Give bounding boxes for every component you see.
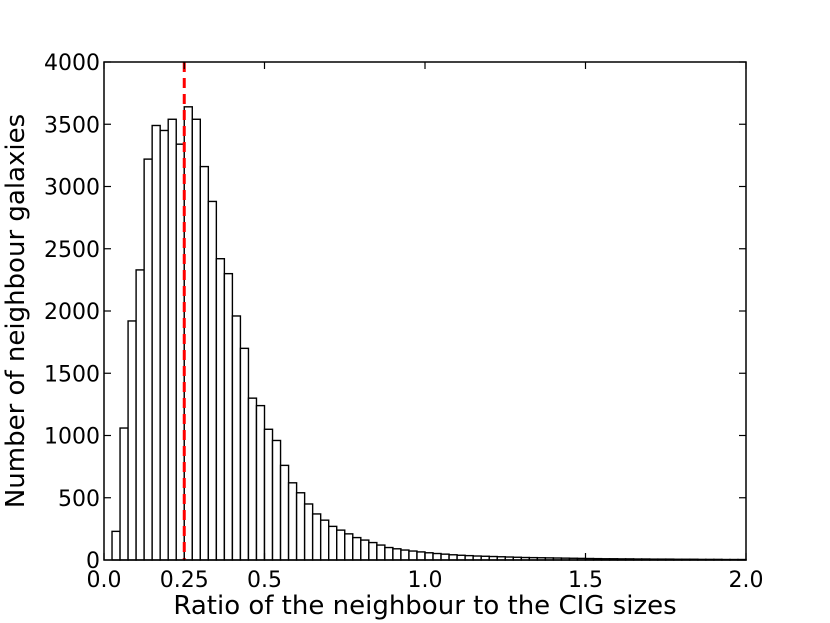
histogram-bar — [215, 258, 226, 561]
bars-group — [111, 106, 747, 561]
y-tick-label: 2000 — [44, 300, 100, 325]
histogram-bar — [231, 315, 242, 561]
histogram-bar — [135, 269, 145, 561]
y-tick-label: 4000 — [44, 51, 100, 76]
histogram-bar — [424, 552, 434, 561]
x-axis-label: Ratio of the neighbour to the CIG sizes — [173, 591, 676, 621]
histogram-bar — [352, 536, 362, 561]
histogram-bar — [376, 544, 386, 561]
histogram-bar — [392, 548, 402, 561]
y-tick-label: 1000 — [44, 425, 100, 450]
histogram-bar — [328, 525, 338, 561]
y-tick-label: 3500 — [44, 113, 100, 138]
histogram-bar — [167, 118, 177, 561]
histogram-bar — [151, 124, 161, 561]
histogram-bar — [384, 546, 394, 561]
histogram-bar — [432, 552, 442, 561]
histogram-bar — [448, 554, 458, 561]
histogram-bar — [440, 553, 450, 561]
histogram-bar — [111, 530, 121, 561]
histogram-bar — [271, 439, 282, 561]
x-tick-label: 1.0 — [408, 568, 443, 593]
histogram-bar — [336, 529, 346, 561]
histogram-bar — [119, 427, 129, 561]
histogram-bar — [319, 519, 330, 561]
x-tick-label: 0.5 — [247, 568, 282, 593]
histogram-bar — [408, 550, 418, 561]
x-tick-label: 2.0 — [729, 568, 764, 593]
y-tick-label: 1500 — [44, 362, 100, 387]
y-tick-label: 500 — [58, 487, 100, 512]
histogram-bar — [247, 397, 258, 561]
histogram-bar — [159, 129, 169, 561]
x-tick-label: 1.5 — [568, 568, 603, 593]
histogram-bar — [223, 272, 234, 561]
histogram-bar — [279, 464, 290, 561]
histogram-bar — [207, 200, 218, 561]
ticks-group: 0 500 1000 1500 2000 2500 3000 3500 4000 0.0 0.25 0… — [44, 51, 764, 593]
histogram-bar — [263, 428, 274, 561]
histogram-bar — [368, 541, 378, 561]
y-tick-label: 3000 — [44, 176, 100, 201]
histogram-bar — [199, 165, 210, 561]
histogram-bar — [416, 551, 426, 561]
histogram-bar — [400, 549, 410, 561]
histogram-bar — [344, 533, 354, 561]
histogram-bar — [303, 503, 314, 561]
histogram-bar — [287, 482, 298, 561]
y-tick-label: 0 — [86, 549, 100, 574]
histogram-bar — [311, 513, 322, 561]
histogram-bar — [143, 158, 153, 561]
histogram-bar — [295, 492, 306, 561]
y-tick-label: 2500 — [44, 238, 100, 263]
histogram-bar — [360, 539, 370, 561]
histogram-bar — [127, 320, 137, 561]
y-axis-label: Number of neighbour galaxies — [1, 114, 31, 508]
histogram-bar — [191, 118, 201, 561]
x-tick-label: 0.25 — [160, 568, 209, 593]
histogram-bar — [255, 404, 266, 561]
x-tick-label: 0.0 — [87, 568, 122, 593]
histogram-bar — [239, 347, 250, 561]
